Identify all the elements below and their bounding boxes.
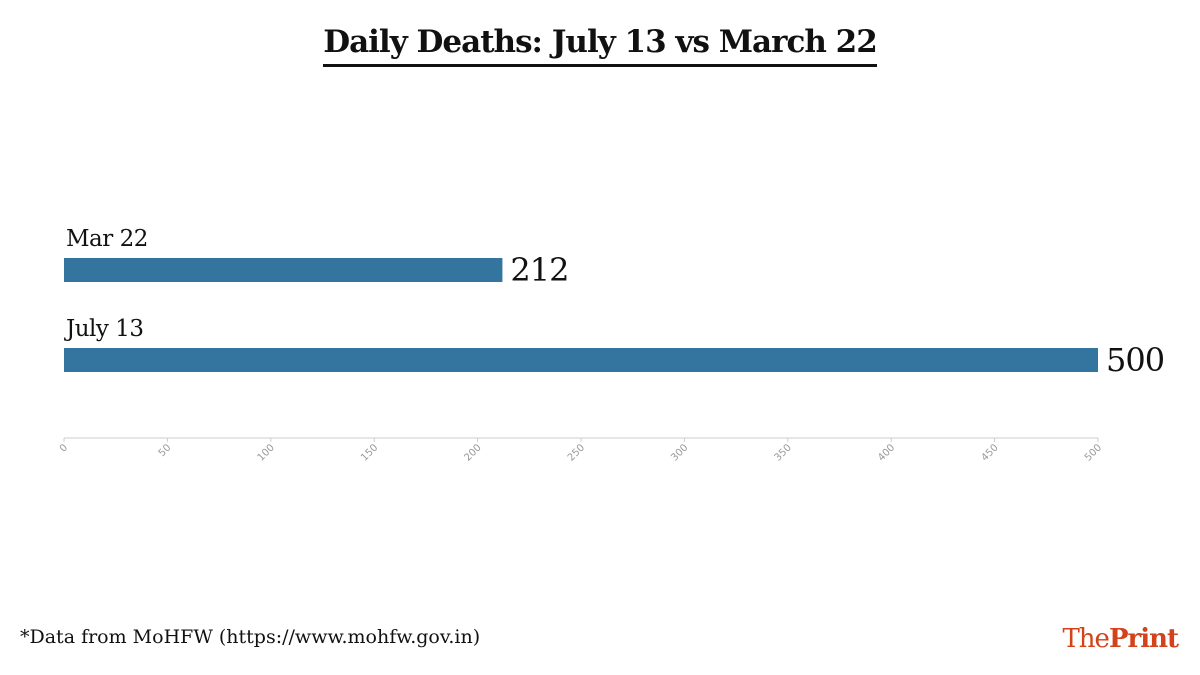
x-tick-label: 300	[669, 442, 690, 463]
brand-logo: ThePrint	[1062, 624, 1179, 654]
x-tick-label: 350	[773, 442, 794, 463]
x-tick-label: 0	[58, 442, 70, 454]
category-label: July 13	[64, 316, 143, 342]
brand-logo-the: The	[1062, 624, 1109, 654]
chart-title-wrap: Daily Deaths: July 13 vs March 22	[0, 24, 1200, 67]
chart-title: Daily Deaths: July 13 vs March 22	[323, 24, 878, 67]
x-tick-label: 200	[462, 442, 483, 463]
data-label: 212	[510, 251, 568, 289]
bar	[64, 258, 503, 282]
bar	[64, 348, 1098, 372]
source-note: *Data from MoHFW (https://www.mohfw.gov.…	[20, 626, 481, 648]
x-tick-label: 100	[256, 442, 277, 463]
x-tick-label: 250	[566, 442, 587, 463]
category-label: Mar 22	[66, 226, 148, 252]
x-tick-label: 500	[1083, 442, 1104, 463]
brand-logo-print: Print	[1108, 624, 1179, 654]
x-tick-label: 450	[979, 442, 1000, 463]
x-tick-label: 400	[876, 442, 897, 463]
x-tick-label: 150	[359, 442, 380, 463]
data-label: 500	[1106, 341, 1164, 379]
x-tick-label: 50	[157, 442, 174, 459]
